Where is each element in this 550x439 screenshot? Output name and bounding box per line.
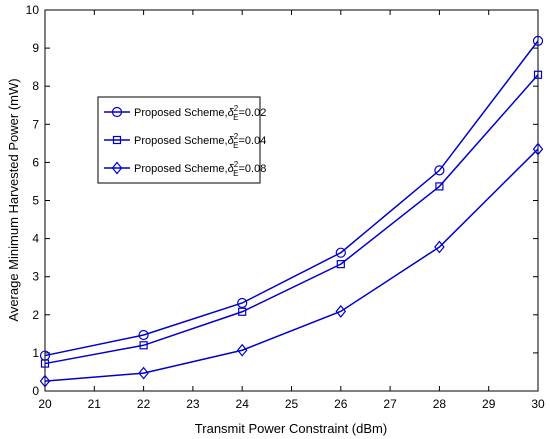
data-point-square: [533, 70, 543, 79]
series-layer: [39, 35, 544, 388]
data-point-circle: [237, 297, 248, 309]
x-tick-label: 26: [334, 397, 348, 411]
y-tick-label: 3: [32, 270, 39, 284]
data-point-diamond: [39, 374, 51, 388]
y-tick-label: 6: [32, 155, 39, 169]
series-line: [44, 40, 539, 357]
data-point-circle: [335, 247, 346, 258]
data-point-diamond: [236, 343, 248, 357]
legend-label-sub: E: [233, 169, 238, 178]
y-tick-label: 1: [32, 346, 39, 360]
legend-label-sup: 2: [234, 132, 239, 141]
legend-label-sup: 2: [234, 160, 239, 169]
x-tick-label: 27: [383, 397, 397, 411]
y-tick-label: 7: [32, 117, 39, 131]
data-point-square: [336, 260, 345, 269]
data-point-square: [112, 135, 122, 145]
y-axis-label: Average Minimum Harvested Power (mW): [6, 78, 21, 321]
y-tick-label: 9: [32, 41, 39, 55]
series-line: [44, 148, 539, 382]
data-point-circle: [138, 329, 149, 341]
legend-label-tail: =0.04: [238, 135, 266, 147]
data-point-square: [139, 341, 148, 350]
data-point-square: [435, 182, 444, 191]
x-tick-label: 29: [482, 397, 496, 411]
legend-label: Proposed Scheme,δ2 E=0.08: [134, 160, 266, 178]
y-tick-label: 4: [32, 232, 39, 246]
x-tick-label: 24: [236, 397, 250, 411]
y-tick-label: 8: [32, 79, 39, 93]
x-axis-label: Transmit Power Constraint (dBm): [195, 421, 387, 436]
data-point-circle: [434, 165, 445, 176]
legend-entry-2: Proposed Scheme,δ2 E=0.04: [104, 132, 266, 150]
series-3: [39, 142, 544, 388]
data-point-diamond: [434, 240, 445, 254]
data-point-square: [238, 307, 247, 316]
y-tick-label: 10: [26, 3, 40, 17]
legend-label: Proposed Scheme,δ2 E=0.02: [134, 104, 266, 122]
legend-label-main: Proposed Scheme,: [134, 163, 228, 175]
series-2: [40, 70, 543, 368]
y-tick-label: 5: [32, 194, 39, 208]
legend-label-symbol: δ: [228, 163, 235, 175]
data-point-square: [40, 359, 50, 368]
data-point-circle: [532, 35, 544, 46]
legend-label-tail: =0.02: [238, 107, 266, 119]
legend-label-sub: E: [233, 113, 238, 122]
legend-label-tail: =0.08: [238, 163, 266, 175]
legend-entry-3: Proposed Scheme,δ2 E=0.08: [104, 160, 266, 178]
legend-label-main: Proposed Scheme,: [134, 107, 228, 119]
legend-label-symbol: δ: [228, 135, 235, 147]
data-point-diamond: [532, 142, 544, 156]
data-point-diamond: [138, 366, 149, 380]
x-tick-label: 23: [186, 397, 200, 411]
legend-label-sub: E: [233, 141, 238, 150]
x-tick-label: 30: [531, 397, 545, 411]
series-1: [39, 35, 544, 361]
x-tick-label: 20: [38, 397, 52, 411]
legend-entry-1: Proposed Scheme,δ2 E=0.02: [104, 104, 266, 122]
data-point-diamond: [111, 161, 123, 175]
series-line: [44, 74, 539, 365]
x-tick-label: 22: [137, 397, 151, 411]
plot-area: [44, 9, 539, 392]
legend-label-symbol: δ: [228, 107, 235, 119]
x-tick-label: 28: [433, 397, 447, 411]
y-tick-label: 2: [32, 308, 39, 322]
legend-label-main: Proposed Scheme,: [134, 135, 228, 147]
data-point-circle: [111, 106, 123, 118]
y-tick-label: 0: [32, 384, 39, 398]
x-tick-label: 21: [88, 397, 102, 411]
legend-label-sup: 2: [234, 104, 239, 113]
legend-label: Proposed Scheme,δ2 E=0.04: [134, 132, 266, 150]
x-tick-label: 25: [285, 397, 299, 411]
data-point-diamond: [335, 304, 347, 318]
